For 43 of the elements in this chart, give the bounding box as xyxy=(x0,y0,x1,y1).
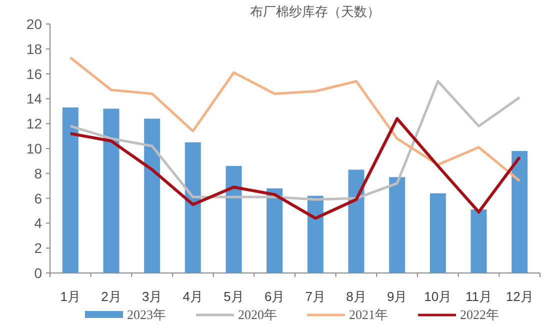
x-tick-label: 6月 xyxy=(264,289,285,304)
bar xyxy=(62,107,78,273)
chart-title: 布厂棉纱库存（天数） xyxy=(250,4,380,19)
legend-label: 2022年 xyxy=(460,307,499,322)
bar xyxy=(470,210,487,273)
x-tick-label: 3月 xyxy=(142,289,162,304)
x-tick-label: 5月 xyxy=(224,289,244,304)
x-tick-label: 8月 xyxy=(346,289,366,304)
x-tick-label: 10月 xyxy=(424,289,452,304)
y-tick-label: 16 xyxy=(26,66,42,82)
y-tick-label: 6 xyxy=(34,190,42,206)
x-tick-label: 11月 xyxy=(466,289,492,304)
bar xyxy=(430,193,446,273)
x-tick-label: 4月 xyxy=(182,289,204,304)
y-tick-label: 4 xyxy=(34,215,42,232)
bar xyxy=(144,118,160,273)
y-tick-label: 10 xyxy=(26,140,42,156)
x-tick-label: 7月 xyxy=(305,289,326,304)
y-tick-label: 0 xyxy=(34,265,42,281)
y-tick-label: 20 xyxy=(26,16,42,32)
legend-label: 2021年 xyxy=(349,307,388,322)
bar xyxy=(184,142,201,273)
line-series xyxy=(68,117,522,220)
y-tick-label: 8 xyxy=(34,165,42,182)
bar xyxy=(103,108,120,273)
x-tick-label: 9月 xyxy=(386,289,408,304)
x-tick-label: 2月 xyxy=(101,289,122,304)
y-tick-label: 14 xyxy=(26,90,42,107)
line-series xyxy=(69,56,521,182)
bar xyxy=(226,166,242,273)
y-tick-label: 18 xyxy=(26,40,42,57)
legend-label: 2023年 xyxy=(127,307,166,322)
x-tick-label: 12月 xyxy=(506,289,534,304)
legend-label: 2020年 xyxy=(238,307,277,322)
bar xyxy=(389,177,406,273)
x-tick-label: 1月 xyxy=(60,289,81,304)
bar xyxy=(348,170,364,273)
y-tick-label: 12 xyxy=(26,116,42,132)
y-tick-label: 2 xyxy=(34,240,42,256)
line-series xyxy=(69,80,521,201)
bar xyxy=(307,196,324,273)
bar xyxy=(266,188,283,273)
bar xyxy=(512,150,528,273)
